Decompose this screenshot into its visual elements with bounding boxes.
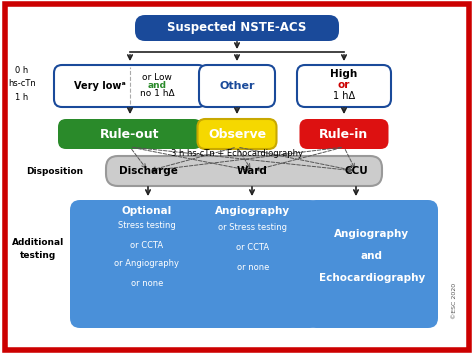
Text: Additional
testing: Additional testing (12, 238, 64, 260)
Text: ©ESC 2020: ©ESC 2020 (453, 283, 457, 319)
FancyBboxPatch shape (199, 65, 275, 107)
Text: Discharge: Discharge (118, 166, 177, 176)
Text: or Stress testing: or Stress testing (219, 223, 288, 233)
Text: Angiography: Angiography (335, 229, 410, 239)
Text: CCU: CCU (344, 166, 368, 176)
Text: or none: or none (237, 263, 269, 273)
FancyBboxPatch shape (198, 119, 276, 149)
FancyBboxPatch shape (297, 65, 391, 107)
Text: Disposition: Disposition (27, 166, 83, 176)
Text: and: and (147, 81, 166, 91)
Text: Angiography: Angiography (216, 206, 291, 216)
Text: 0 h
hs-cTn
1 h: 0 h hs-cTn 1 h (8, 66, 36, 102)
Text: or CCTA: or CCTA (130, 240, 164, 250)
Text: or CCTA: or CCTA (237, 244, 270, 252)
Text: or Angiography: or Angiography (115, 259, 180, 268)
FancyBboxPatch shape (186, 200, 320, 328)
FancyBboxPatch shape (135, 15, 339, 41)
Text: Ward: Ward (237, 166, 267, 176)
Text: Rule-in: Rule-in (319, 127, 369, 141)
Text: Suspected NSTE-ACS: Suspected NSTE-ACS (167, 22, 307, 34)
Text: no 1 hΔ: no 1 hΔ (140, 90, 174, 98)
FancyBboxPatch shape (300, 119, 389, 149)
Text: 1 hΔ: 1 hΔ (333, 91, 355, 101)
Text: Echocardiography: Echocardiography (319, 273, 425, 283)
Text: Observe: Observe (208, 127, 266, 141)
Text: Optional: Optional (122, 206, 172, 216)
Text: or Low: or Low (142, 74, 172, 82)
Text: Rule-out: Rule-out (100, 127, 160, 141)
FancyBboxPatch shape (306, 200, 438, 328)
Text: and: and (361, 251, 383, 261)
Text: High: High (330, 69, 357, 79)
Text: Very lowᵃ: Very lowᵃ (74, 81, 126, 91)
Text: or: or (338, 80, 350, 90)
Text: or none: or none (131, 279, 163, 287)
Text: Stress testing: Stress testing (118, 222, 176, 230)
FancyBboxPatch shape (58, 119, 202, 149)
Text: Other: Other (219, 81, 255, 91)
Text: 3 h hs-cTn + Echocardiography: 3 h hs-cTn + Echocardiography (171, 149, 303, 159)
FancyBboxPatch shape (106, 156, 382, 186)
FancyBboxPatch shape (70, 200, 224, 328)
FancyBboxPatch shape (54, 65, 206, 107)
